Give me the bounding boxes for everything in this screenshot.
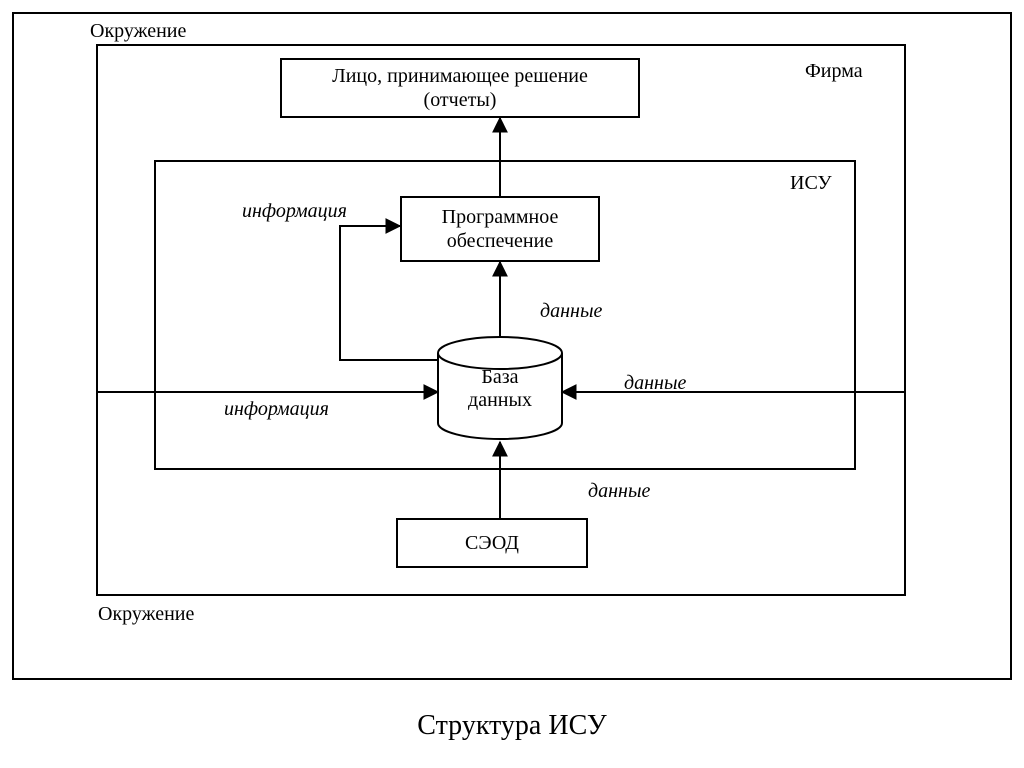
label-env-top: Окружение [90,20,186,43]
label-firm: Фирма [805,60,863,83]
label-data-2: данные [624,372,686,395]
node-seod: СЭОД [396,518,588,568]
label-info-1: информация [242,200,347,223]
label-data-3: данные [588,480,650,503]
node-software: Программноеобеспечение [400,196,600,262]
node-seod-label: СЭОД [465,531,519,555]
label-env-bottom: Окружение [98,603,194,626]
diagram-title: Структура ИСУ [0,710,1024,742]
label-info-2: информация [224,398,329,421]
node-db-label: Базаданных [438,366,562,412]
label-data-1: данные [540,300,602,323]
node-software-label: Программноеобеспечение [442,205,559,253]
label-isu: ИСУ [790,172,832,195]
node-decision-label: Лицо, принимающее решение(отчеты) [332,64,588,112]
diagram-canvas: Лицо, принимающее решение(отчеты) Програ… [0,0,1024,768]
node-decision: Лицо, принимающее решение(отчеты) [280,58,640,118]
